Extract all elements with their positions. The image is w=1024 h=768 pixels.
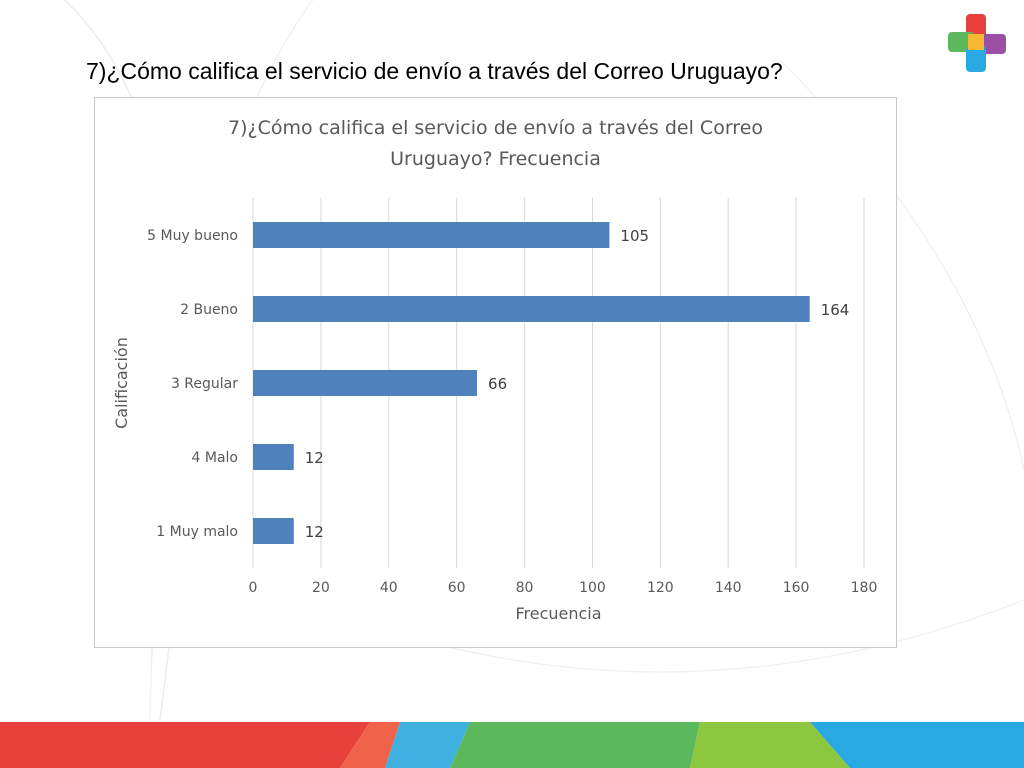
category-label: 3 Regular [171,376,238,392]
chart-container: 7)¿Cómo califica el servicio de envío a … [94,97,897,648]
data-label: 66 [488,375,507,393]
slide-title: 7)¿Cómo califica el servicio de envío a … [86,58,783,84]
x-axis-title: Frecuencia [515,604,601,623]
bottom-color-band [0,722,1024,768]
x-tick-label: 0 [249,580,258,596]
y-axis-title: Calificación [112,337,131,429]
chart-title-line-2: Uruguayo? Frecuencia [390,148,601,170]
x-tick-label: 40 [380,580,398,596]
category-label: 1 Muy malo [156,524,238,540]
x-tick-label: 180 [851,580,878,596]
x-tick-label: 160 [783,580,810,596]
bar [253,222,610,248]
category-label: 4 Malo [192,450,238,466]
x-tick-label: 60 [448,580,466,596]
bar [253,370,478,396]
bar-chart: 0 20 40 60 80 100 120 140 160 180 5 Muy bueno 105 2 … [112,198,878,623]
data-label: 105 [620,227,649,245]
category-label: 5 Muy bueno [147,228,238,244]
bar [253,518,294,544]
data-label: 164 [821,301,850,319]
x-tick-label: 140 [715,580,742,596]
data-label: 12 [305,523,324,541]
bar [253,296,810,322]
data-label: 12 [305,449,324,467]
cross-logo-icon [948,14,1006,72]
x-tick-label: 20 [312,580,330,596]
x-tick-label: 80 [516,580,534,596]
category-label: 2 Bueno [180,302,238,318]
x-tick-label: 120 [647,580,674,596]
bar [253,444,294,470]
x-tick-label: 100 [579,580,606,596]
chart-title-line-1: 7)¿Cómo califica el servicio de envío a … [227,117,764,139]
